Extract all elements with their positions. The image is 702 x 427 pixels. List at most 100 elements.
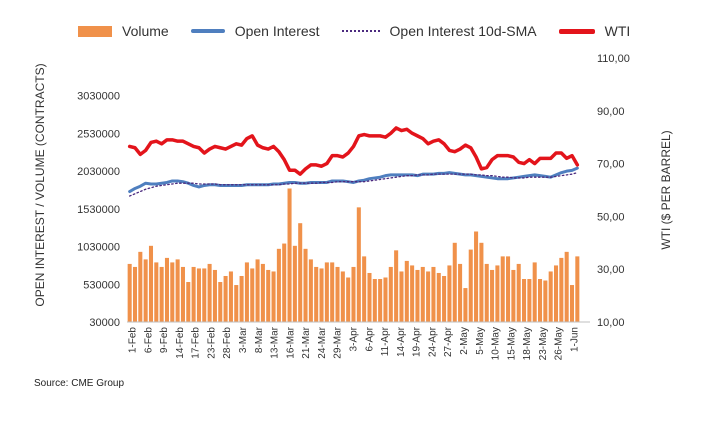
volume-bar <box>207 263 212 322</box>
volume-bar <box>234 285 239 322</box>
volume-bar <box>324 262 329 322</box>
volume-bar <box>463 288 468 322</box>
x-tick-label: 6-Feb <box>143 327 154 354</box>
x-tick-label: 24-Apr <box>427 326 438 357</box>
volume-bar <box>452 242 457 322</box>
volume-bar <box>543 280 548 322</box>
volume-bar <box>180 266 185 322</box>
volume-bar <box>335 266 340 322</box>
volume-bar <box>239 275 244 322</box>
volume-bar <box>271 271 276 322</box>
right-tick-label: 50,00 <box>597 211 625 223</box>
volume-bar <box>244 262 249 322</box>
volume-bar <box>426 271 431 322</box>
left-tick-label: 30000 <box>89 317 120 329</box>
volume-bar <box>138 251 143 322</box>
volume-bar <box>388 266 393 322</box>
x-tick-label: 13-Mar <box>270 326 281 358</box>
volume-bar <box>415 269 420 322</box>
x-tick-label: 3-Mar <box>238 326 249 353</box>
x-tick-label: 10-May <box>491 327 502 360</box>
volume-bar <box>266 269 271 322</box>
open-interest-sma-line <box>129 171 578 197</box>
legend-label-open-interest: Open Interest <box>234 23 320 39</box>
volume-bar <box>569 285 575 322</box>
volume-bar <box>447 265 452 322</box>
volume-bar <box>340 271 345 322</box>
volume-bar <box>255 259 260 322</box>
x-tick-label: 11-Apr <box>380 326 391 356</box>
volume-bar <box>399 271 404 322</box>
volume-bar <box>282 243 287 322</box>
legend-label-volume: Volume <box>122 23 169 39</box>
right-tick-label: 10,00 <box>597 317 625 329</box>
volume-bar <box>372 279 377 322</box>
volume-bar <box>538 279 543 322</box>
volume-bar <box>522 279 527 322</box>
x-tick-label: 3-Apr <box>349 326 360 351</box>
volume-bar <box>330 262 335 322</box>
x-tick-label: 5-May <box>475 327 486 355</box>
volume-bar <box>511 269 516 322</box>
volume-bars <box>127 188 580 322</box>
volume-bar <box>319 268 324 322</box>
volume-bar <box>490 269 495 322</box>
volume-bar <box>196 268 201 322</box>
volume-bar <box>479 242 484 322</box>
volume-bar <box>287 188 292 322</box>
volume-bar <box>516 263 521 322</box>
chart-legend: Volume Open Interest Open Interest 10d-S… <box>78 22 652 40</box>
volume-bar <box>202 268 207 322</box>
volume-bar <box>223 275 228 322</box>
legend-item-volume: Volume <box>78 23 169 39</box>
x-tick-label: 16-Mar <box>285 326 296 358</box>
volume-bar <box>394 250 399 322</box>
volume-bar <box>303 248 308 322</box>
x-tick-label: 26-May <box>554 327 565 360</box>
left-tick-label: 2530000 <box>77 128 120 140</box>
left-tick-label: 1530000 <box>77 204 120 216</box>
open-interest-line <box>128 166 579 194</box>
volume-bar <box>308 259 313 322</box>
x-tick-label: 8-Mar <box>254 326 265 353</box>
x-tick-label: 6-Apr <box>364 326 375 351</box>
right-axis-title: WTI ($ PER BARREL) <box>659 130 673 249</box>
volume-bar <box>143 259 148 322</box>
volume-bar <box>148 245 154 322</box>
volume-bar <box>218 282 223 322</box>
volume-bar <box>378 279 383 322</box>
right-tick-label: 90,00 <box>597 106 625 118</box>
source-note: Source: CME Group <box>34 378 125 389</box>
volume-bar <box>458 263 463 322</box>
legend-item-open-interest: Open Interest <box>190 23 320 39</box>
x-tick-label: 28-Feb <box>222 327 233 359</box>
volume-bar <box>559 257 564 322</box>
volume-bar <box>532 262 537 322</box>
volume-bar <box>495 265 500 322</box>
volume-bar <box>191 266 196 322</box>
legend-label-wti: WTI <box>604 23 631 39</box>
volume-bar <box>404 260 409 322</box>
volume-bar <box>276 248 281 322</box>
volume-bar <box>228 271 233 322</box>
x-tick-label: 24-Mar <box>317 326 328 358</box>
right-tick-label: 70,00 <box>597 159 625 171</box>
volume-bar <box>351 266 356 322</box>
x-tick-label: 1-Jun <box>570 327 581 352</box>
x-tick-label: 15-May <box>506 327 517 360</box>
volume-bar <box>548 271 553 322</box>
volume-bar <box>474 231 479 322</box>
right-tick-label: 110,00 <box>597 53 630 65</box>
wti-line <box>127 126 580 176</box>
volume-bar <box>314 266 319 322</box>
x-tick-label: 19-Apr <box>412 326 423 357</box>
x-tick-label: 9-Feb <box>159 327 170 354</box>
volume-bar <box>260 263 265 322</box>
volume-bar <box>500 256 505 322</box>
volume-bar <box>132 266 138 322</box>
volume-bar <box>442 275 447 322</box>
legend-swatch-volume <box>78 25 112 37</box>
legend-label-open-interest-sma: Open Interest 10d-SMA <box>389 23 537 39</box>
volume-bar <box>484 263 489 322</box>
volume-bar <box>362 256 367 322</box>
